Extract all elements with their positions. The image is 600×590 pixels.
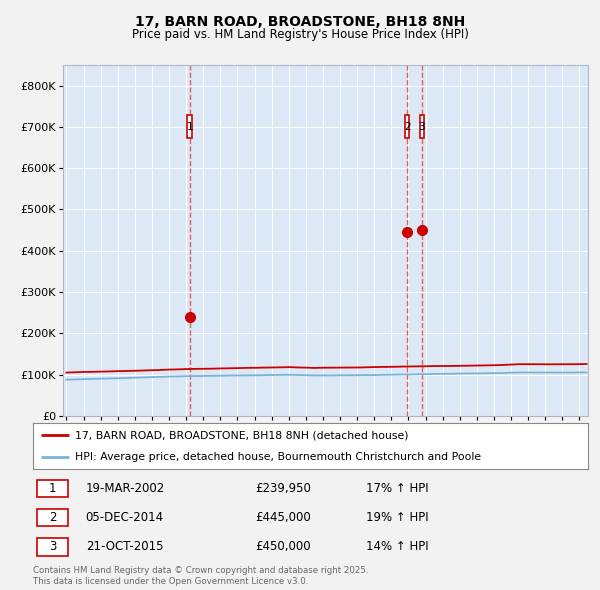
- Bar: [187, 116, 192, 138]
- Text: 17, BARN ROAD, BROADSTONE, BH18 8NH (detached house): 17, BARN ROAD, BROADSTONE, BH18 8NH (det…: [74, 431, 408, 441]
- Text: 21-OCT-2015: 21-OCT-2015: [86, 540, 163, 553]
- Text: Price paid vs. HM Land Registry's House Price Index (HPI): Price paid vs. HM Land Registry's House …: [131, 28, 469, 41]
- Text: 3: 3: [419, 122, 425, 132]
- Bar: [37, 480, 68, 497]
- Text: £239,950: £239,950: [255, 482, 311, 495]
- Text: 1: 1: [49, 482, 56, 495]
- Text: £450,000: £450,000: [255, 540, 311, 553]
- Bar: [37, 509, 68, 526]
- Text: 2: 2: [49, 511, 56, 525]
- Text: 17, BARN ROAD, BROADSTONE, BH18 8NH: 17, BARN ROAD, BROADSTONE, BH18 8NH: [135, 15, 465, 29]
- Text: 05-DEC-2014: 05-DEC-2014: [86, 511, 164, 525]
- Text: 14% ↑ HPI: 14% ↑ HPI: [366, 540, 428, 553]
- Text: Contains HM Land Registry data © Crown copyright and database right 2025.
This d: Contains HM Land Registry data © Crown c…: [33, 566, 368, 586]
- Text: 2: 2: [404, 122, 410, 132]
- Text: 3: 3: [49, 540, 56, 553]
- Text: HPI: Average price, detached house, Bournemouth Christchurch and Poole: HPI: Average price, detached house, Bour…: [74, 451, 481, 461]
- Text: 17% ↑ HPI: 17% ↑ HPI: [366, 482, 428, 495]
- Text: 19-MAR-2002: 19-MAR-2002: [86, 482, 165, 495]
- Bar: [419, 116, 424, 138]
- Text: 1: 1: [187, 122, 193, 132]
- Bar: [404, 116, 409, 138]
- Text: 19% ↑ HPI: 19% ↑ HPI: [366, 511, 428, 525]
- Text: £445,000: £445,000: [255, 511, 311, 525]
- Bar: [37, 539, 68, 556]
